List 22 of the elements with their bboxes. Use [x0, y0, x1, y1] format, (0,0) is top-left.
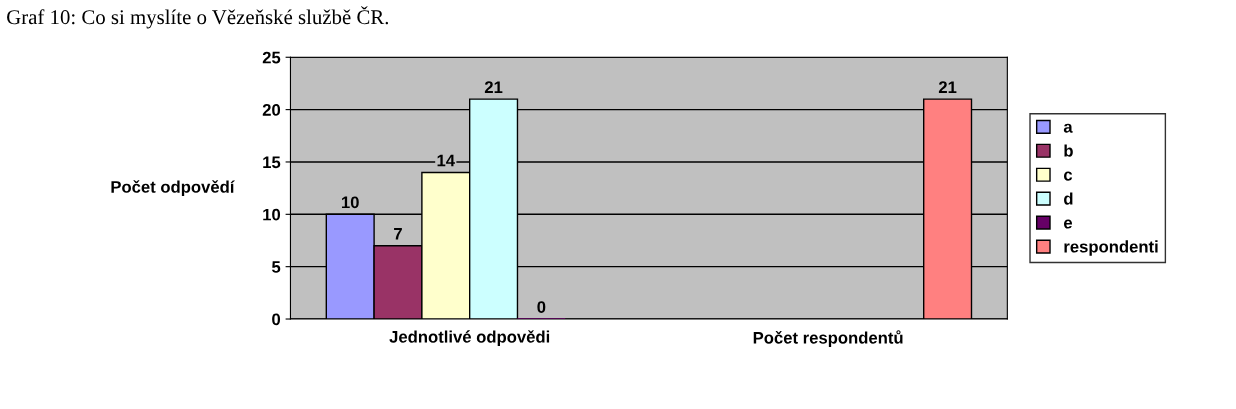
legend-label: b [1064, 144, 1073, 157]
data-label: 10 [341, 196, 359, 209]
legend-label: respondenti [1064, 240, 1158, 256]
y-tick-label: 5 [271, 261, 281, 273]
data-label: 0 [537, 301, 546, 313]
data-label: 7 [394, 228, 402, 240]
y-tick-label: 10 [263, 208, 281, 221]
legend-label: a [1063, 123, 1073, 133]
data-label: 21 [484, 81, 503, 93]
legend-label: e [1064, 219, 1073, 229]
y-axis-title: Počet odpovědí [111, 180, 235, 197]
y-tick-label: 25 [262, 51, 281, 64]
chart-title: Graf 10: Co si myslíte o Vězeňské službě ČR. [7, 6, 389, 29]
y-tick-label: 20 [262, 104, 281, 116]
y-tick-label: 15 [263, 156, 281, 169]
x-tick-label: Jednotlivé odpovědi [389, 330, 550, 347]
y-tick-label: 0 [272, 313, 281, 326]
legend-label: d [1064, 192, 1073, 205]
x-tick-label: Počet respondentů [753, 330, 903, 347]
data-label: 14 [437, 154, 455, 167]
data-label: 21 [938, 81, 957, 93]
legend-label: c [1064, 171, 1073, 181]
